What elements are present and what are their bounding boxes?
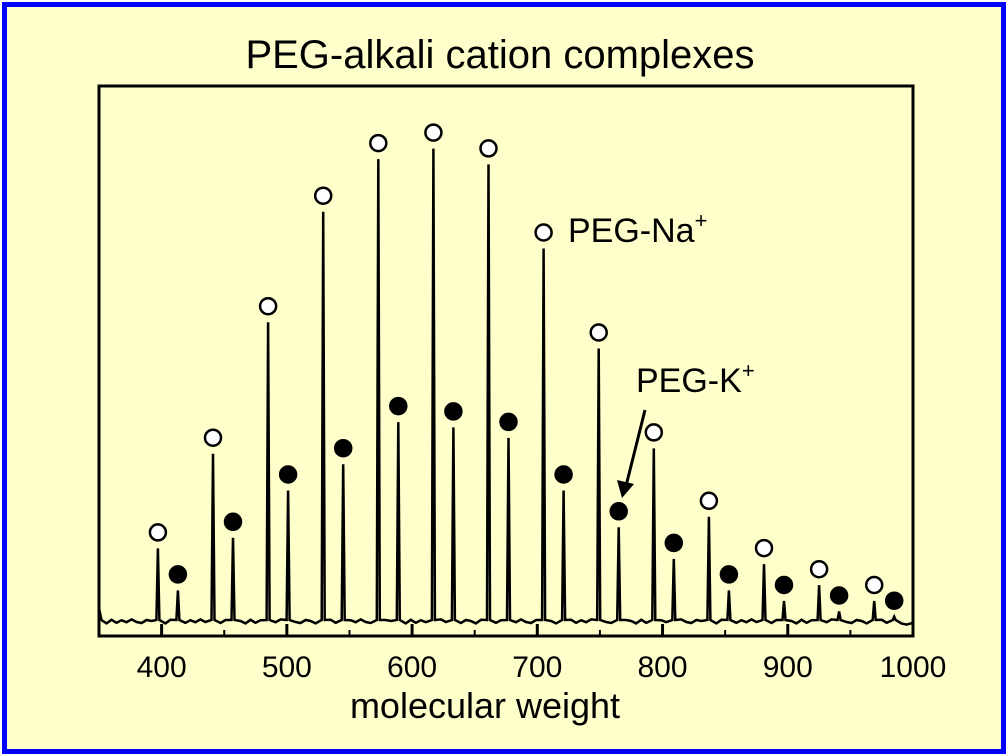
- x-axis-label: molecular weight: [350, 685, 620, 726]
- x-tick-label: 1000: [880, 651, 947, 684]
- x-tick-label: 900: [763, 651, 813, 684]
- k-peak-marker: [829, 586, 849, 605]
- k-peak-marker: [499, 412, 518, 432]
- na-annotation: PEG-Na+: [568, 208, 707, 250]
- x-axis: 400 500 600 700 800 900 1000: [98, 624, 947, 684]
- na-peak-marker: [313, 186, 333, 205]
- k-peak-marker: [774, 575, 794, 595]
- peak-markers: [148, 123, 904, 610]
- x-tick-label: 800: [638, 651, 688, 684]
- k-peak-marker: [884, 591, 904, 610]
- na-peak-marker: [479, 139, 498, 158]
- na-peak-marker: [369, 133, 388, 153]
- x-tick-label: 500: [262, 651, 312, 684]
- na-peak-marker: [258, 296, 278, 316]
- na-peak-marker: [754, 538, 774, 558]
- na-peak-marker: [148, 523, 168, 542]
- k-peak-marker: [333, 438, 353, 458]
- x-tick-label: 700: [512, 651, 562, 684]
- x-tick-label: 600: [387, 651, 437, 684]
- na-peak-marker: [809, 559, 829, 579]
- k-annotation-arrowhead: [617, 480, 634, 498]
- plot-area: [97, 84, 915, 638]
- na-annotation-superscript: +: [695, 208, 708, 233]
- k-annotation: PEG-K+: [636, 358, 755, 400]
- k-peak-marker: [609, 502, 628, 521]
- k-peak-marker: [168, 565, 188, 584]
- na-peak-marker: [699, 491, 719, 511]
- na-peak-marker: [424, 123, 443, 142]
- k-peak-marker: [278, 465, 298, 484]
- k-peak-marker: [389, 396, 408, 416]
- na-annotation-text: PEG-Na: [568, 212, 695, 250]
- na-peak-marker: [644, 423, 664, 442]
- k-peak-marker: [444, 402, 463, 421]
- k-peak-marker: [664, 533, 684, 553]
- k-annotation-text: PEG-K: [636, 362, 742, 400]
- k-annotation-superscript: +: [742, 358, 755, 383]
- k-peak-marker: [719, 565, 739, 584]
- na-peak-marker: [534, 223, 553, 242]
- k-annotation-arrow-shaft: [624, 409, 647, 487]
- chart-title: PEG-alkali cation complexes: [245, 33, 754, 77]
- k-peak-marker: [223, 512, 243, 532]
- na-peak-marker: [864, 575, 884, 595]
- na-peak-marker: [589, 323, 608, 342]
- spectrum-line: [97, 148, 913, 626]
- x-tick-label: 400: [137, 651, 187, 684]
- na-peak-marker: [203, 428, 223, 447]
- k-peak-marker: [554, 465, 573, 484]
